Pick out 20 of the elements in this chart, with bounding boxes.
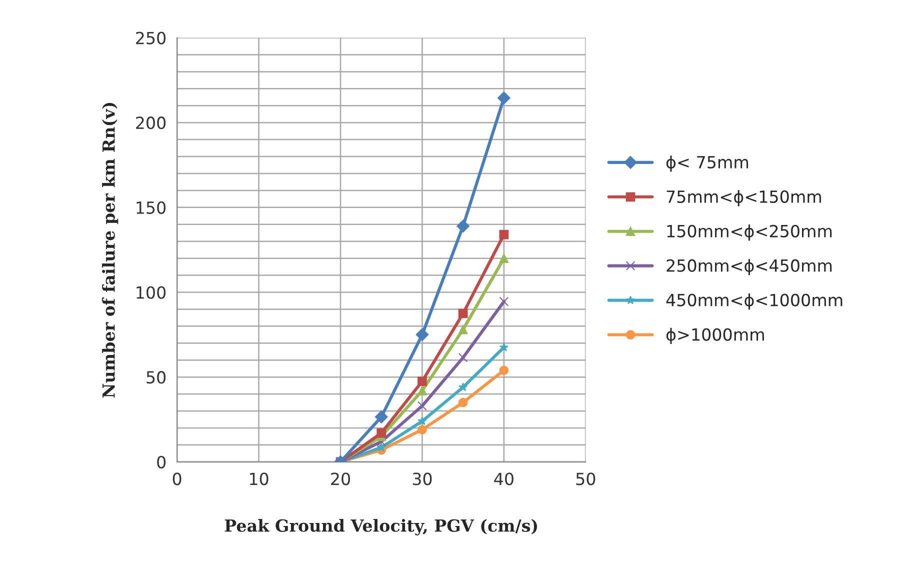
legend-label: ϕ>1000mm (666, 328, 764, 344)
y-tick-label: 100 (136, 286, 166, 299)
x-axis-title: Peak Ground Velocity, PGV (cm/s) (224, 518, 538, 536)
y-tick-label: 150 (136, 201, 166, 214)
y-axis-title: Number of failure per km Rn(v) (102, 102, 118, 398)
x-tick-label: 30 (412, 472, 432, 486)
x-tick-label: 50 (576, 472, 596, 486)
x-tick-label: 10 (250, 472, 268, 486)
legend-label: 150mm<ϕ<250mm (667, 224, 832, 241)
legend-label: ϕ< 75mm (666, 156, 748, 172)
y-tick-label: 250 (136, 32, 166, 44)
x-tick-label: 40 (494, 472, 514, 486)
legend-label: 250mm<ϕ<450mm (666, 258, 832, 276)
y-tick-label: 200 (136, 116, 166, 130)
legend-label: 75mm<ϕ<150mm (666, 190, 821, 206)
x-tick-label: 0 (172, 472, 182, 486)
y-tick-label: 50 (146, 371, 166, 384)
x-tick-label: 20 (331, 472, 350, 486)
legend-label: 450mm<ϕ<1000mm (666, 293, 842, 310)
y-tick-label: 0 (157, 456, 166, 468)
